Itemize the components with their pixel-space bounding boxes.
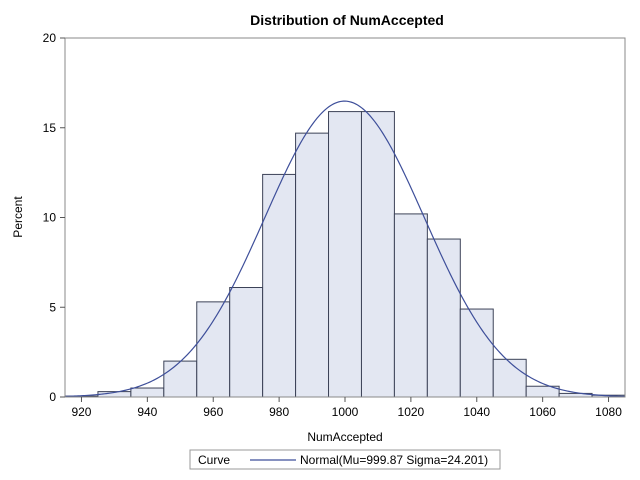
- x-tick-label: 1020: [398, 405, 425, 419]
- histogram-bar: [328, 111, 362, 398]
- normal-curve: [64, 100, 626, 397]
- x-axis-ticks: 920 940 960 980 1000 1020 1040 1060 1080: [71, 397, 622, 419]
- x-tick-label: 940: [137, 405, 157, 419]
- histogram-bar: [229, 287, 264, 398]
- histogram-bars: [64, 111, 626, 398]
- legend-box: [189, 449, 501, 470]
- legend-entry: Normal(Mu=999.87 Sigma=24.201): [300, 453, 488, 467]
- histogram-bar: [295, 132, 330, 398]
- legend-header: Curve: [198, 453, 230, 467]
- histogram-bar: [163, 360, 198, 398]
- x-tick-label: 920: [71, 405, 91, 419]
- histogram-bar: [426, 238, 461, 398]
- y-axis-ticks: 0 5 10 15 20: [43, 31, 65, 404]
- histogram-bar: [492, 358, 527, 398]
- y-tick-label: 15: [43, 121, 57, 135]
- histogram-bar: [360, 111, 395, 398]
- histogram-bar: [459, 308, 494, 398]
- y-tick-label: 20: [43, 31, 57, 45]
- x-tick-label: 1000: [332, 405, 359, 419]
- legend: Curve Normal(Mu=999.87 Sigma=24.201): [189, 449, 501, 470]
- chart-title: Distribution of NumAccepted: [250, 12, 444, 28]
- y-tick-label: 5: [49, 300, 56, 314]
- x-axis-label: NumAccepted: [307, 430, 382, 444]
- y-axis-label: Percent: [11, 196, 25, 238]
- x-tick-label: 960: [203, 405, 223, 419]
- x-tick-label: 980: [269, 405, 289, 419]
- histogram-bar: [130, 387, 165, 398]
- y-tick-label: 10: [43, 211, 57, 225]
- x-tick-label: 1080: [595, 405, 622, 419]
- x-tick-label: 1060: [529, 405, 556, 419]
- histogram-bar: [393, 213, 428, 398]
- histogram-bar: [262, 173, 297, 398]
- y-tick-label: 0: [49, 390, 56, 404]
- x-tick-label: 1040: [463, 405, 490, 419]
- histogram-bar: [196, 301, 231, 398]
